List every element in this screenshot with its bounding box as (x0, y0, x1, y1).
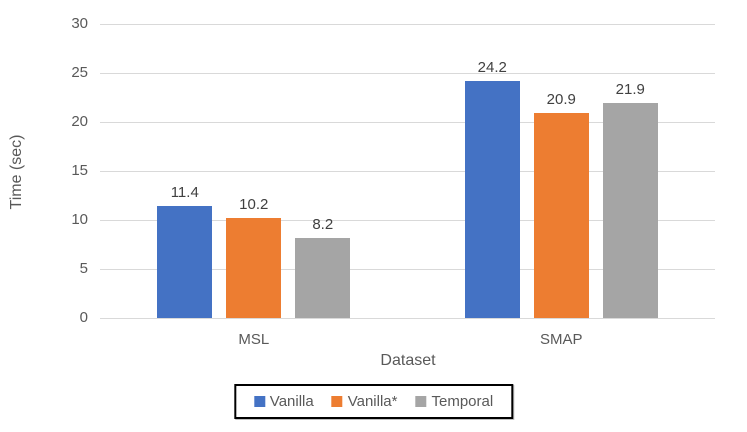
bar-value-label: 11.4 (170, 184, 199, 202)
bar-vanilla-msl (226, 218, 282, 318)
y-tick-label: 15 (71, 162, 88, 179)
bar-value-label: 24.2 (477, 58, 507, 76)
legend-swatch-icon (331, 396, 343, 407)
legend-item-vanilla: Vanilla* (331, 393, 398, 410)
legend-item-vanilla: Vanilla (253, 393, 314, 410)
gridline-30 (100, 24, 715, 25)
gridline-15 (100, 171, 715, 172)
legend-label: Temporal (431, 393, 494, 410)
y-tick-label: 5 (79, 260, 88, 277)
gridline-5 (100, 269, 715, 270)
y-tick-label: 30 (71, 15, 88, 32)
y-tick-label: 25 (71, 64, 88, 81)
gridline-20 (100, 122, 715, 123)
bar-value-label: 8.2 (312, 215, 334, 233)
y-tick-label: 10 (71, 211, 88, 228)
y-tick-label: 0 (79, 309, 88, 326)
category-label-smap: SMAP (539, 331, 583, 348)
legend-label: Vanilla (269, 393, 314, 410)
gridline-10 (100, 220, 715, 221)
bar-value-label: 10.2 (239, 196, 269, 214)
gridline-25 (100, 73, 715, 74)
plot-area (100, 24, 715, 319)
x-axis-title: Dataset (380, 352, 436, 369)
legend-item-temporal: Temporal (415, 393, 493, 410)
bar-vanilla-msl (157, 206, 213, 318)
bar-vanilla-smap (464, 80, 520, 318)
legend: Vanilla Vanilla* Temporal (233, 384, 514, 419)
legend-label: Vanilla* (347, 393, 398, 410)
bar-value-label: 21.9 (615, 81, 645, 99)
legend-swatch-icon (415, 396, 427, 407)
bar-value-label: 20.9 (546, 91, 576, 109)
gridline-0 (100, 318, 715, 319)
bar-vanilla-smap (533, 113, 589, 318)
legend-swatch-icon (253, 396, 265, 407)
category-label-msl: MSL (238, 331, 270, 348)
bar-temporal-msl (295, 237, 351, 318)
y-tick-label: 20 (71, 113, 88, 130)
bar-temporal-smap (602, 103, 658, 318)
